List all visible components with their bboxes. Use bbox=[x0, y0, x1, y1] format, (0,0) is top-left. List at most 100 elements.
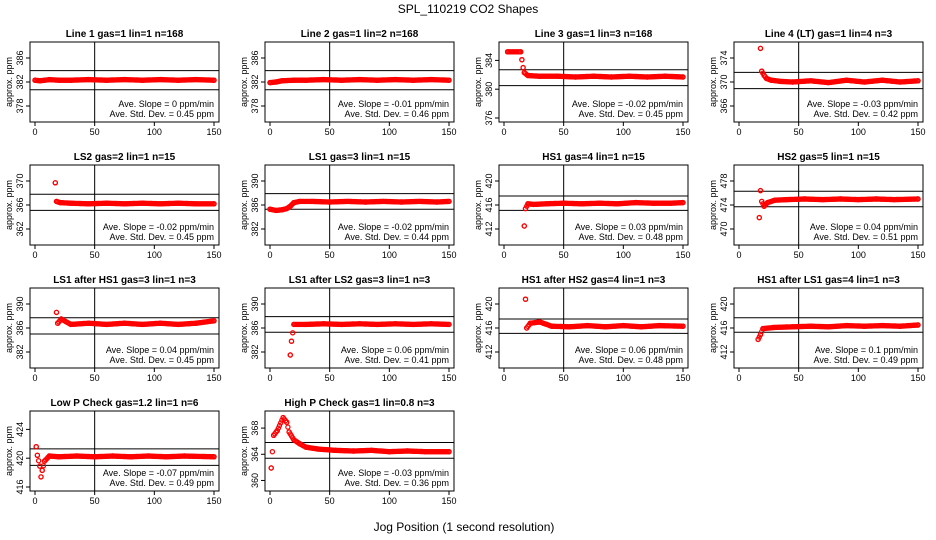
x-tick-label: 0 bbox=[736, 127, 741, 137]
x-tick-label: 50 bbox=[325, 127, 335, 137]
data-points bbox=[522, 296, 686, 331]
data-point bbox=[757, 187, 764, 194]
y-tick-label: 390 bbox=[250, 173, 260, 188]
chart-panel-1: Line 1 gas=1 lin=1 n=168 0 50 100 150 378 382 3… bbox=[4, 29, 222, 137]
x-tick-label: 100 bbox=[851, 250, 866, 260]
x-tick-label: 150 bbox=[675, 373, 690, 383]
data-point bbox=[446, 77, 452, 83]
y-tick-label: 374 bbox=[719, 50, 729, 65]
y-tick-label: 364 bbox=[250, 447, 260, 462]
y-tick-label: 382 bbox=[250, 221, 260, 236]
y-axis-label: approx. ppm bbox=[239, 180, 249, 230]
x-tick-label: 0 bbox=[32, 373, 37, 383]
stat-annotation: Ave. Slope = -0.02 ppm/min bbox=[572, 99, 683, 109]
y-tick-label: 416 bbox=[484, 320, 494, 335]
stat-annotation: Ave. Std. Dev. = 0.49 ppm bbox=[110, 478, 214, 488]
panel-title: LS2 gas=2 lin=1 n=15 bbox=[74, 152, 176, 163]
x-tick-label: 150 bbox=[206, 373, 221, 383]
stat-annotation: Ave. Slope = -0.03 ppm/min bbox=[807, 99, 918, 109]
x-tick-label: 0 bbox=[501, 373, 506, 383]
stat-annotation: Ave. Slope = 0.04 ppm/min bbox=[810, 222, 918, 232]
x-tick-label: 0 bbox=[32, 127, 37, 137]
data-point bbox=[38, 474, 44, 480]
chart-panel-11: HS1 after HS2 gas=4 lin=1 n=3 0 50 100 150 41… bbox=[473, 275, 691, 383]
x-tick-label: 100 bbox=[382, 496, 397, 506]
x-tick-label: 100 bbox=[851, 373, 866, 383]
y-tick-label: 424 bbox=[15, 422, 25, 437]
data-points bbox=[33, 444, 217, 480]
figure-x-axis-label: Jog Position (1 second resolution) bbox=[374, 520, 555, 534]
x-tick-label: 0 bbox=[267, 250, 272, 260]
x-tick-label: 150 bbox=[441, 250, 456, 260]
stat-annotation: Ave. Std. Dev. = 0.45 ppm bbox=[110, 355, 214, 365]
data-point bbox=[211, 77, 217, 83]
x-tick-label: 150 bbox=[206, 127, 221, 137]
x-tick-label: 150 bbox=[675, 127, 690, 137]
y-tick-label: 384 bbox=[484, 53, 494, 68]
y-axis-label: approx. ppm bbox=[239, 57, 249, 107]
x-tick-label: 0 bbox=[736, 250, 741, 260]
x-tick-label: 150 bbox=[206, 496, 221, 506]
y-tick-label: 390 bbox=[250, 296, 260, 311]
data-points bbox=[52, 180, 217, 207]
panel-title: LS1 gas=3 lin=1 n=15 bbox=[309, 152, 411, 163]
plot-frame bbox=[29, 410, 220, 492]
x-tick-label: 150 bbox=[441, 127, 456, 137]
y-tick-label: 412 bbox=[484, 344, 494, 359]
chart-panel-5: LS2 gas=2 lin=1 n=15 0 50 100 150 362 366 370ap… bbox=[4, 152, 222, 260]
y-tick-label: 416 bbox=[15, 479, 25, 494]
y-tick-label: 416 bbox=[484, 197, 494, 212]
y-tick-label: 378 bbox=[250, 98, 260, 113]
stat-annotation: Ave. Slope = 0.04 ppm/min bbox=[106, 345, 214, 355]
x-tick-label: 50 bbox=[559, 373, 569, 383]
x-tick-label: 50 bbox=[325, 250, 335, 260]
y-tick-label: 376 bbox=[484, 110, 494, 125]
plot-frame bbox=[498, 41, 689, 123]
stat-annotation: Ave. Std. Dev. = 0.45 ppm bbox=[579, 109, 683, 119]
y-tick-label: 382 bbox=[250, 74, 260, 89]
data-point bbox=[680, 199, 686, 206]
x-tick-label: 0 bbox=[501, 127, 506, 137]
panel-title: HS1 gas=4 lin=1 n=15 bbox=[542, 152, 645, 163]
panel-title: HS1 after LS1 gas=4 lin=1 n=3 bbox=[757, 275, 900, 286]
stat-annotation: Ave. Slope = 0.06 ppm/min bbox=[575, 345, 683, 355]
stat-annotation: Ave. Std. Dev. = 0.41 ppm bbox=[345, 355, 449, 365]
data-points bbox=[521, 199, 686, 229]
stat-annotation: Ave. Std. Dev. = 0.51 ppm bbox=[814, 232, 918, 242]
data-points bbox=[287, 321, 452, 358]
panel-title: HS1 after HS2 gas=4 lin=1 n=3 bbox=[522, 275, 666, 286]
x-tick-label: 50 bbox=[325, 496, 335, 506]
x-tick-label: 100 bbox=[851, 127, 866, 137]
x-tick-label: 150 bbox=[675, 250, 690, 260]
figure-title: SPL_110219 CO2 Shapes bbox=[398, 2, 539, 16]
y-tick-label: 390 bbox=[15, 296, 25, 311]
data-points bbox=[53, 309, 217, 328]
chart-panel-9: LS1 after HS1 gas=3 lin=1 n=3 0 50 100 150 38… bbox=[4, 275, 222, 383]
y-tick-label: 420 bbox=[484, 296, 494, 311]
chart-panel-7: HS1 gas=4 lin=1 n=15 0 50 100 150 412 416 420ap… bbox=[473, 152, 691, 260]
panel-title: Line 4 (LT) gas=1 lin=4 n=3 bbox=[765, 29, 893, 40]
stat-annotation: Ave. Std. Dev. = 0.36 ppm bbox=[345, 478, 449, 488]
x-tick-label: 100 bbox=[616, 250, 631, 260]
x-tick-label: 0 bbox=[267, 373, 272, 383]
y-tick-label: 420 bbox=[719, 296, 729, 311]
y-tick-label: 386 bbox=[250, 320, 260, 335]
x-tick-label: 100 bbox=[147, 496, 162, 506]
data-points bbox=[32, 76, 217, 84]
x-tick-label: 50 bbox=[90, 127, 100, 137]
panel-title: LS1 after HS1 gas=3 lin=1 n=3 bbox=[53, 275, 196, 286]
x-tick-label: 150 bbox=[910, 127, 925, 137]
data-point bbox=[33, 444, 39, 450]
data-point bbox=[520, 64, 526, 71]
data-point bbox=[211, 454, 217, 460]
data-point bbox=[522, 296, 529, 302]
x-tick-label: 150 bbox=[441, 373, 456, 383]
stat-annotation: Ave. Slope = -0.01 ppm/min bbox=[338, 99, 449, 109]
y-tick-label: 360 bbox=[250, 473, 260, 488]
data-point bbox=[285, 424, 291, 430]
x-tick-label: 100 bbox=[147, 373, 162, 383]
data-point bbox=[915, 196, 921, 202]
data-point bbox=[680, 323, 686, 329]
x-tick-label: 50 bbox=[90, 373, 100, 383]
